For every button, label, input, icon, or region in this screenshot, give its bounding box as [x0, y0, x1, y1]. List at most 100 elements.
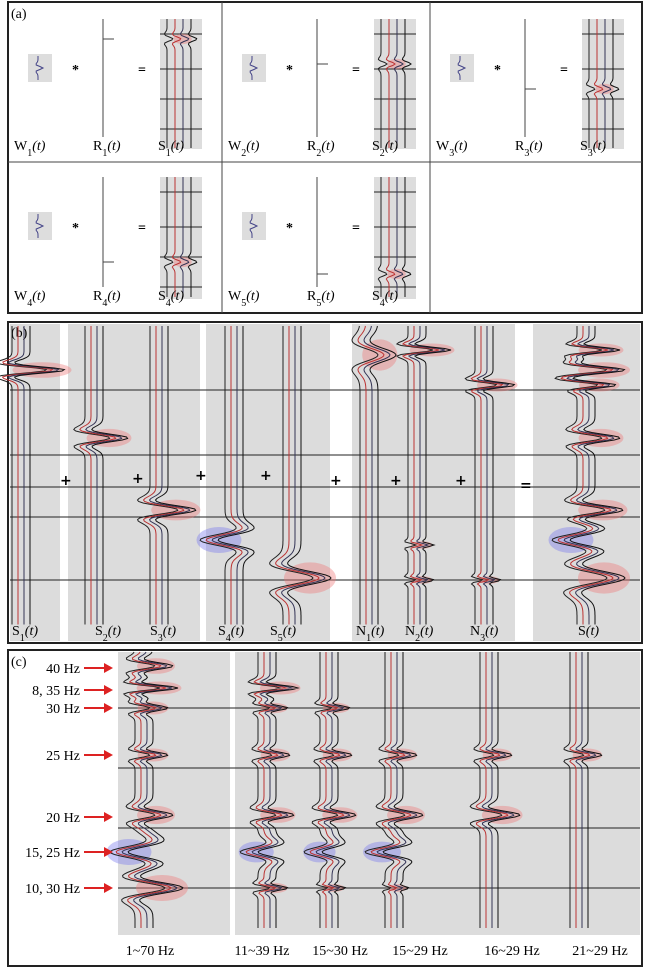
- trace: [171, 177, 182, 297]
- trace: [187, 177, 198, 297]
- amplitude-shade: [260, 807, 296, 823]
- label-argument: (t): [385, 289, 399, 304]
- label-base: S: [95, 624, 103, 639]
- amplitude-shade: [387, 805, 425, 825]
- trace-label: S1(t): [158, 139, 184, 159]
- label-argument: (t): [454, 139, 468, 154]
- wavelet-box: [28, 212, 52, 240]
- panel-b: [10, 324, 640, 641]
- label-base: S: [218, 624, 226, 639]
- trace: [351, 325, 379, 625]
- panel-tag: (a): [11, 7, 27, 22]
- trace: [377, 19, 388, 148]
- frequency-label: 8, 35 Hz: [32, 684, 80, 699]
- label-subscript: 3: [480, 633, 485, 644]
- amplitude-shade: [238, 841, 274, 863]
- frequency-label: 25 Hz: [46, 749, 80, 764]
- label-base: W: [14, 139, 28, 154]
- trace: [563, 652, 585, 928]
- trace-label: S2(t): [372, 139, 398, 159]
- trace: [148, 326, 191, 625]
- trace: [382, 652, 424, 928]
- label-argument: (t): [283, 624, 297, 639]
- label-base: R: [93, 289, 103, 304]
- label-subscript: 4: [226, 633, 231, 644]
- frequency-label: 30 Hz: [46, 702, 80, 717]
- trace: [401, 326, 440, 625]
- label-base: N: [356, 624, 366, 639]
- label-subscript: 4: [380, 298, 385, 309]
- label-subscript: 2: [415, 633, 420, 644]
- trace: [73, 326, 111, 625]
- label-base: N: [405, 624, 415, 639]
- label-argument: (t): [32, 139, 46, 154]
- label-base: R: [307, 289, 317, 304]
- trace: [601, 19, 612, 148]
- operator: =: [138, 63, 146, 78]
- band-label: 16~29 Hz: [484, 944, 539, 959]
- trace: [457, 56, 467, 80]
- amplitude-shade: [362, 339, 398, 371]
- trace: [0, 326, 48, 625]
- label-subscript: 1: [102, 148, 107, 159]
- gap: [60, 324, 68, 641]
- trace-label: R3(t): [515, 139, 543, 159]
- label-base: S: [372, 289, 380, 304]
- label-subscript: 2: [241, 148, 246, 159]
- label-argument: (t): [371, 624, 385, 639]
- operator: +: [390, 473, 402, 489]
- trace: [309, 652, 345, 928]
- amplitude-shade: [595, 83, 614, 95]
- trace: [377, 177, 388, 297]
- arrow-head: [104, 847, 113, 857]
- amplitude-shade: [173, 256, 192, 268]
- panel-background: [10, 324, 640, 641]
- trace: [470, 326, 504, 625]
- trace-label: S4(t): [372, 289, 398, 309]
- trace: [35, 56, 45, 80]
- trace: [393, 19, 404, 148]
- trace: [136, 326, 179, 625]
- trace: [482, 326, 516, 625]
- gap: [200, 324, 206, 641]
- panel-tag: (b): [11, 326, 28, 341]
- trace: [469, 652, 503, 928]
- trace-label: S3(t): [150, 624, 176, 644]
- label-base: S: [158, 289, 166, 304]
- trace: [321, 652, 357, 928]
- trace: [275, 326, 320, 625]
- operator: +: [455, 473, 467, 489]
- trace: [269, 326, 314, 625]
- trace: [249, 214, 259, 238]
- label-argument: (t): [107, 289, 121, 304]
- trace: [393, 177, 404, 297]
- gap: [230, 652, 235, 935]
- label-base: S: [372, 139, 380, 154]
- label-argument: (t): [593, 139, 607, 154]
- band-label: 15~29 Hz: [392, 944, 447, 959]
- label-argument: (t): [108, 624, 122, 639]
- trace-label: W3(t): [436, 139, 468, 159]
- operator: *: [72, 63, 79, 78]
- trace: [179, 177, 190, 297]
- label-subscript: 3: [158, 633, 163, 644]
- label-argument: (t): [246, 289, 260, 304]
- label-subscript: 3: [449, 148, 454, 159]
- trace: [401, 177, 412, 297]
- panel-c: [118, 652, 640, 935]
- label-base: W: [436, 139, 450, 154]
- label-argument: (t): [171, 139, 185, 154]
- operator: *: [286, 221, 293, 236]
- trace: [115, 651, 172, 928]
- trace: [385, 177, 396, 297]
- label-argument: (t): [321, 289, 335, 304]
- label-subscript: 4: [102, 298, 107, 309]
- trace: [199, 326, 237, 625]
- panel-tag: (c): [11, 655, 27, 670]
- trace: [551, 326, 608, 625]
- operator: =: [560, 63, 568, 78]
- frequency-label: 10, 30 Hz: [25, 882, 80, 897]
- trace: [13, 326, 66, 625]
- trace: [205, 326, 243, 625]
- label-subscript: 3: [588, 148, 593, 159]
